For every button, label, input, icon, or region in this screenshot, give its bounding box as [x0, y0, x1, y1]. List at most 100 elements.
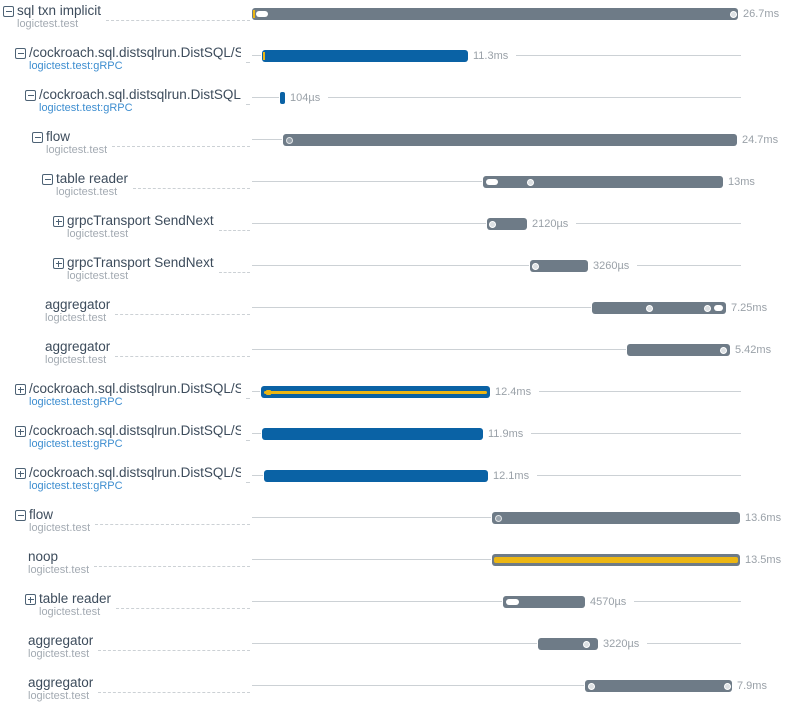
span-label-area: aggregator logictest.test	[0, 630, 252, 672]
span-bar[interactable]	[627, 344, 730, 356]
span-label-texts: aggregator logictest.test	[45, 339, 110, 366]
span-timeline: 104µs	[252, 84, 786, 126]
trace-span-row: grpcTransport SendNext logictest.test 21…	[0, 210, 786, 252]
span-event-marker	[256, 11, 268, 17]
timeline-trail-line	[647, 643, 741, 644]
span-subtitle: logictest.test	[29, 522, 91, 534]
timeline-lead-line	[252, 307, 591, 308]
timeline-trail-line	[531, 433, 741, 434]
trace-span-row: aggregator logictest.test 7.25ms	[0, 294, 786, 336]
timeline-lead-line	[252, 55, 261, 56]
span-bar[interactable]	[503, 596, 585, 608]
trace-span-row: grpcTransport SendNext logictest.test 32…	[0, 252, 786, 294]
expand-icon[interactable]	[15, 384, 26, 395]
span-timeline: 3220µs	[252, 630, 786, 672]
span-bar[interactable]	[261, 386, 490, 398]
span-bar[interactable]	[487, 218, 527, 230]
expand-icon[interactable]	[53, 216, 64, 227]
span-timeline: 13.6ms	[252, 504, 786, 546]
expand-icon[interactable]	[53, 258, 64, 269]
expand-icon[interactable]	[15, 468, 26, 479]
span-title: aggregator	[28, 633, 94, 648]
trace-span-row: flow logictest.test 24.7ms	[0, 126, 786, 168]
span-bar[interactable]	[492, 554, 740, 566]
span-label-texts: grpcTransport SendNext logictest.test	[67, 213, 214, 240]
collapse-icon[interactable]	[3, 6, 14, 17]
timeline-lead-line	[252, 223, 486, 224]
timeline-trail-line	[537, 475, 741, 476]
collapse-icon[interactable]	[15, 510, 26, 521]
span-bar[interactable]	[283, 134, 737, 146]
collapse-icon[interactable]	[32, 132, 43, 143]
span-label-area: noop logictest.test	[0, 546, 252, 588]
timeline-lead-line	[252, 643, 537, 644]
span-bar[interactable]	[530, 260, 588, 272]
trace-span-row: /cockroach.sql.distsqlrun.DistSQL/Set lo…	[0, 420, 786, 462]
span-event-marker	[720, 346, 727, 354]
timeline-lead-line	[252, 601, 502, 602]
span-duration: 26.7ms	[743, 8, 780, 20]
timeline-trail-line	[576, 223, 741, 224]
span-title: grpcTransport SendNext	[67, 213, 214, 228]
span-timeline: 12.1ms	[252, 462, 786, 504]
span-bar[interactable]	[585, 680, 732, 692]
span-title: /cockroach.sql.distsqlrun.DistSQL/Set	[29, 465, 242, 480]
span-label-area: grpcTransport SendNext logictest.test	[0, 210, 252, 252]
span-label-area: /cockroach.sql.distsqlrun.DistSQL/Set lo…	[0, 378, 252, 420]
expand-icon[interactable]	[25, 594, 36, 605]
span-bar[interactable]	[483, 176, 723, 188]
span-timeline: 26.7ms	[252, 0, 786, 42]
trace-span-row: noop logictest.test 13.5ms	[0, 546, 786, 588]
span-event-marker	[266, 389, 271, 395]
span-title: /cockroach.sql.distsqlrun.DistSQL/S	[39, 87, 242, 102]
leader-dashes	[246, 104, 250, 105]
trace-span-row: sql txn implicit logictest.test 26.7ms	[0, 0, 786, 42]
span-event-marker	[704, 304, 711, 312]
timeline-trail-line	[539, 391, 741, 392]
span-event-marker	[506, 599, 519, 605]
span-label-texts: aggregator logictest.test	[28, 633, 93, 660]
span-label-texts: /cockroach.sql.distsqlrun.DistSQL/Set lo…	[29, 381, 241, 408]
expand-icon[interactable]	[15, 426, 26, 437]
leader-dashes	[133, 188, 250, 189]
span-bar[interactable]	[252, 8, 738, 20]
span-duration: 7.9ms	[737, 680, 767, 692]
span-timeline: 13ms	[252, 168, 786, 210]
span-title: flow	[29, 507, 54, 522]
span-event-marker	[730, 10, 737, 18]
span-bar[interactable]	[280, 92, 285, 104]
span-label-texts: noop logictest.test	[28, 549, 89, 576]
leader-dashes	[246, 482, 250, 483]
span-subtitle: logictest.test	[17, 18, 79, 30]
leader-dashes	[116, 608, 250, 609]
span-subtitle: logictest.test:gRPC	[29, 438, 123, 450]
span-label-texts: aggregator logictest.test	[45, 297, 110, 324]
span-bar[interactable]	[262, 428, 483, 440]
span-label-area: flow logictest.test	[0, 504, 252, 546]
span-label-area: sql txn implicit logictest.test	[0, 0, 252, 42]
leader-dashes	[246, 398, 250, 399]
span-title: sql txn implicit	[17, 3, 102, 18]
collapse-icon[interactable]	[15, 48, 26, 59]
span-bar[interactable]	[538, 638, 598, 650]
span-bar[interactable]	[592, 302, 726, 314]
span-subtitle: logictest.test	[28, 564, 90, 576]
span-event-marker	[286, 136, 293, 144]
span-label-texts: flow logictest.test	[46, 129, 107, 156]
span-bar[interactable]	[492, 512, 740, 524]
collapse-icon[interactable]	[42, 174, 53, 185]
leader-dashes	[112, 146, 250, 147]
span-timeline: 2120µs	[252, 210, 786, 252]
span-duration: 4570µs	[590, 596, 627, 608]
span-label-area: aggregator logictest.test	[0, 294, 252, 336]
span-bar[interactable]	[264, 470, 488, 482]
collapse-icon[interactable]	[25, 90, 36, 101]
timeline-trail-line	[634, 601, 741, 602]
span-label-texts: table reader logictest.test	[39, 591, 111, 618]
span-event-marker	[532, 262, 539, 270]
timeline-lead-line	[252, 433, 261, 434]
span-bar[interactable]	[262, 50, 468, 62]
span-event-marker	[646, 304, 653, 312]
span-label-area: /cockroach.sql.distsqlrun.DistSQL/Set lo…	[0, 420, 252, 462]
timeline-lead-line	[252, 97, 279, 98]
